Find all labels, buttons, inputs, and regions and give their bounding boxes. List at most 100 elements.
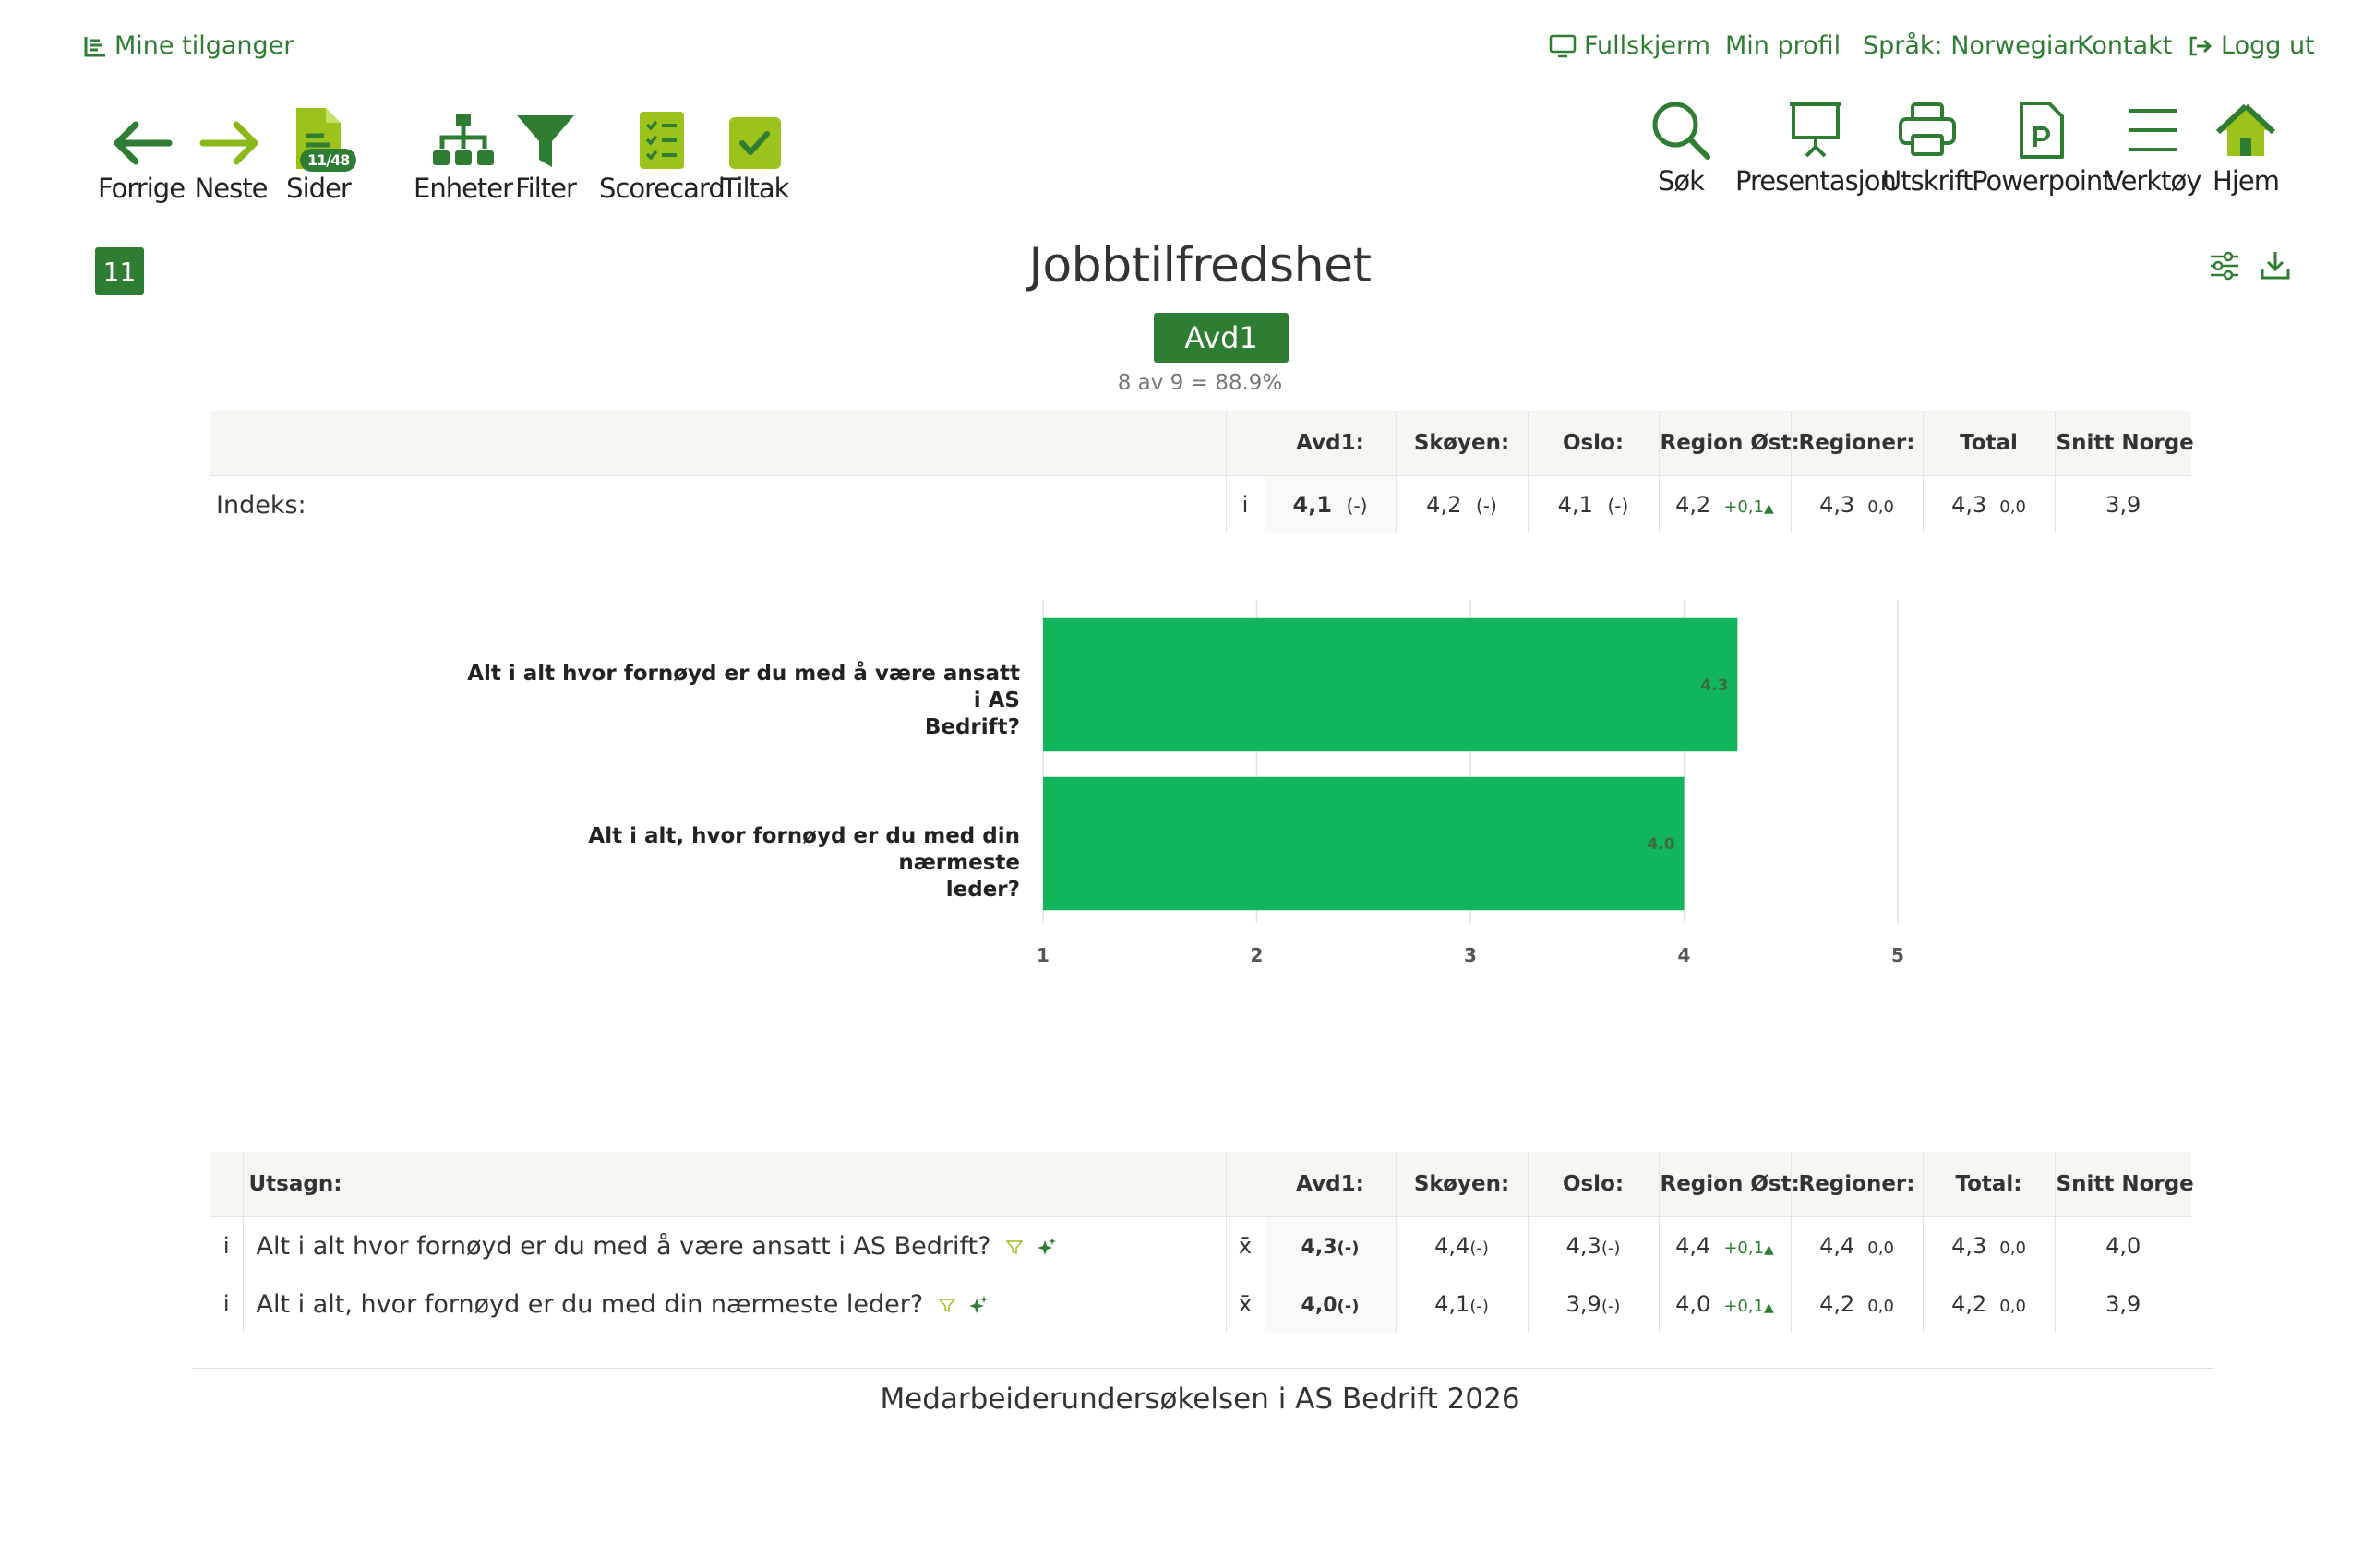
index-header-info (1225, 411, 1265, 476)
header-regioner[interactable]: Regioner: (1790, 411, 1923, 476)
print-label: Utskrift (1882, 165, 1973, 197)
index-header-blank (210, 411, 1226, 476)
menu-icon (2129, 109, 2177, 151)
pages-button[interactable]: 11/48 Sider (282, 97, 357, 204)
row2-total-cell: 4,2 0,0 (1922, 1275, 2055, 1333)
print-button[interactable]: Utskrift (1882, 97, 1973, 197)
units-label: Enheter (414, 173, 513, 204)
contact-link[interactable]: Kontakt (2077, 31, 2172, 60)
row1-question-text: Alt i alt hvor fornøyd er du med å være … (256, 1231, 991, 1261)
index-total-delta: 0,0 (1999, 497, 2026, 517)
row1-avd1-cell: 4,3(-) (1264, 1216, 1396, 1275)
next-button[interactable]: Neste (194, 97, 268, 204)
header-skoyen[interactable]: Skøyen: (1395, 411, 1528, 476)
st-header-regioner[interactable]: Regioner: (1790, 1152, 1923, 1217)
pages-badge: 11/48 (300, 149, 357, 172)
index-table: Avd1: Skøyen: Oslo: Region Øst: Regioner… (210, 411, 2194, 533)
index-skoyen-value: 4,2 (1426, 492, 1462, 518)
search-button[interactable]: Søk (1644, 97, 1718, 197)
sparkle-icon[interactable] (968, 1295, 989, 1315)
row2-region-ost-value: 4,0 (1675, 1291, 1711, 1317)
header-region-ost[interactable]: Region Øst: (1658, 411, 1800, 476)
index-region-ost-cell: 4,2 +0,1▲ (1658, 475, 1791, 533)
filter-outline-icon[interactable] (1005, 1239, 1024, 1256)
row1-total-delta: 0,0 (1999, 1239, 2026, 1258)
x-tick-label: 3 (1464, 944, 1477, 966)
prev-button[interactable]: Forrige (98, 97, 186, 204)
index-info-icon[interactable]: i (1225, 475, 1265, 533)
x-tick-label: 1 (1037, 944, 1050, 966)
statements-header-blank (210, 1152, 243, 1217)
index-oslo-cell: 4,1 (-) (1527, 475, 1659, 533)
header-snitt-norge[interactable]: Snitt Norge (2054, 411, 2194, 476)
checkbox-icon (729, 117, 781, 169)
fullscreen-link[interactable]: Fullskjerm (1549, 31, 1710, 60)
units-button[interactable]: Enheter (414, 97, 513, 204)
st-header-avd1[interactable]: Avd1: (1264, 1152, 1396, 1217)
st-header-skoyen[interactable]: Skøyen: (1395, 1152, 1528, 1217)
filter-button[interactable]: Filter (509, 97, 582, 204)
unit-badge[interactable]: Avd1 (1154, 313, 1289, 363)
index-avd1-cell: 4,1 (-) (1264, 475, 1396, 533)
header-avd1[interactable]: Avd1: (1264, 411, 1396, 476)
row2-regioner-value: 4,2 (1819, 1291, 1855, 1317)
index-oslo-delta: (-) (1607, 495, 1629, 517)
row2-skoyen-cell: 4,1(-) (1395, 1275, 1528, 1333)
my-access-link[interactable]: Mine tilganger (83, 31, 294, 60)
prev-label: Forrige (98, 173, 186, 204)
row1-info-icon[interactable]: i (210, 1216, 243, 1275)
st-header-snitt-norge[interactable]: Snitt Norge (2054, 1152, 2194, 1217)
tools-button[interactable]: Verktøy (2105, 97, 2201, 197)
language-link[interactable]: Språk: Norwegian (1863, 31, 2084, 60)
index-header-row: Avd1: Skøyen: Oslo: Region Øst: Regioner… (210, 411, 2194, 476)
st-header-total[interactable]: Total: (1922, 1152, 2055, 1217)
download-icon[interactable] (2260, 249, 2291, 281)
logout-link[interactable]: Logg ut (2188, 31, 2315, 60)
row1-stat-icon: x̄ (1225, 1216, 1265, 1275)
arrow-up-icon: ▲ (1764, 501, 1774, 516)
row2-snitt-value: 3,9 (2054, 1275, 2191, 1333)
bar-value-label: 4.0 (1647, 835, 1674, 854)
row2-regioner-cell: 4,2 0,0 (1790, 1275, 1923, 1333)
chart-category-1-line-1: Alt i alt hvor fornøyd er du med å være … (467, 662, 1020, 712)
powerpoint-file-icon (2019, 102, 2064, 159)
settings-sliders-icon[interactable] (2208, 251, 2241, 281)
index-snitt-value: 3,9 (2054, 475, 2191, 533)
contact-label: Kontakt (2077, 31, 2173, 60)
row2-avd1-value: 4,0 (1301, 1294, 1337, 1317)
table-row: i Alt i alt, hvor fornøyd er du med din … (210, 1275, 2191, 1333)
index-avd1-delta: (-) (1346, 495, 1368, 517)
home-button[interactable]: Hjem (2209, 97, 2283, 197)
presentation-button[interactable]: Presentasjon (1735, 97, 1897, 197)
row2-stat-icon: x̄ (1225, 1275, 1265, 1333)
header-total[interactable]: Total (1922, 411, 2055, 476)
powerpoint-button[interactable]: Powerpoint (1972, 97, 2113, 197)
next-label: Neste (194, 173, 269, 204)
row1-region-ost-value: 4,4 (1675, 1233, 1711, 1259)
sparkle-icon[interactable] (1037, 1237, 1057, 1257)
row2-info-icon[interactable]: i (210, 1275, 243, 1333)
row1-skoyen-delta: (-) (1469, 1239, 1489, 1258)
header-oslo[interactable]: Oslo: (1527, 411, 1659, 476)
response-rate: 8 av 9 = 88.9% (1117, 371, 1283, 395)
page-title: Jobbtilfredshet (1028, 238, 1372, 293)
filter-outline-icon[interactable] (938, 1298, 956, 1314)
chart-category-label-2: Alt i alt, hvor fornøyd er du med din næ… (466, 823, 1020, 904)
home-label: Hjem (2213, 165, 2280, 197)
scorecard-label: Scorecard (599, 173, 726, 204)
profile-link[interactable]: Min profil (1725, 31, 1841, 60)
actions-label: Tiltak (721, 173, 790, 204)
filter-icon (517, 115, 574, 167)
st-header-oslo[interactable]: Oslo: (1527, 1152, 1659, 1217)
header-utsagn[interactable]: Utsagn: (242, 1152, 1226, 1217)
row1-oslo-cell: 4,3(-) (1527, 1216, 1659, 1275)
row1-region-ost-delta: +0,1 (1723, 1239, 1765, 1258)
scorecard-button[interactable]: Scorecard (599, 97, 726, 204)
index-skoyen-delta: (-) (1475, 495, 1497, 517)
actions-button[interactable]: Tiltak (718, 97, 792, 204)
st-header-region-ost[interactable]: Region Øst: (1658, 1152, 1800, 1217)
index-skoyen-cell: 4,2 (-) (1395, 475, 1528, 533)
row2-skoyen-delta: (-) (1469, 1297, 1489, 1316)
chart-bar (1043, 617, 1738, 752)
page-number-badge: 11 (95, 247, 144, 295)
